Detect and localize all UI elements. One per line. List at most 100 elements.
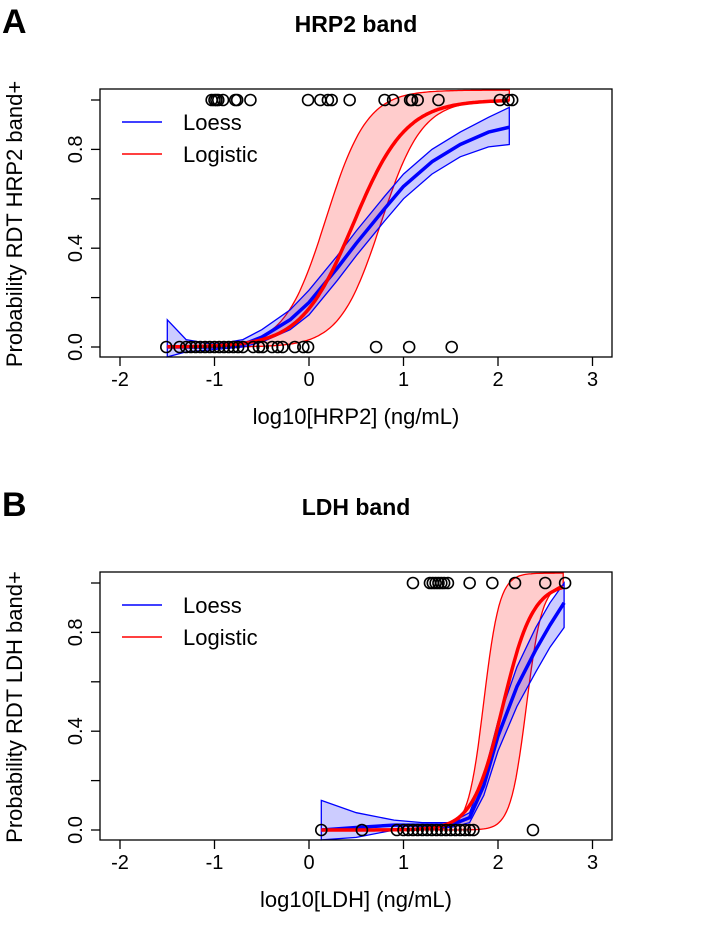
data-point-positive bbox=[244, 93, 257, 107]
y-tick-label: 0.4 bbox=[65, 717, 87, 745]
y-tick-label: 0.4 bbox=[65, 234, 87, 262]
data-point-negative bbox=[314, 823, 328, 837]
data-point-positive bbox=[505, 93, 519, 107]
plot-frame bbox=[99, 571, 613, 841]
panel-b: -2 -1 0 1 2 3 0.0 0.4 0.8 B LDH band log10[LDH] … bbox=[2, 486, 613, 912]
x-tick-label: 1 bbox=[398, 369, 409, 391]
data-point-positive bbox=[437, 576, 451, 590]
data-point-negative bbox=[189, 340, 202, 354]
x-tick-label: -1 bbox=[206, 369, 224, 391]
data-point-negative bbox=[194, 340, 207, 354]
data-point-positive bbox=[405, 93, 419, 107]
data-point-negative bbox=[256, 340, 269, 354]
data-point-negative bbox=[198, 340, 212, 354]
legend-label-logistic: Logistic bbox=[183, 625, 258, 650]
data-point-positive bbox=[386, 93, 400, 107]
data-point-negative bbox=[231, 340, 245, 354]
logistic-line bbox=[321, 585, 564, 832]
y-tick-label: 0.8 bbox=[65, 135, 87, 163]
chart-title: HRP2 band bbox=[295, 11, 418, 37]
data-point-negative bbox=[467, 823, 480, 837]
x-tick-label: 0 bbox=[303, 852, 314, 874]
data-point-negative bbox=[420, 823, 434, 837]
panel-letter: B bbox=[2, 486, 27, 524]
data-point-negative bbox=[276, 340, 289, 354]
x-tick-label: -2 bbox=[111, 852, 129, 874]
data-point-negative bbox=[301, 340, 315, 354]
data-point-negative bbox=[369, 340, 383, 354]
data-point-negative bbox=[439, 823, 453, 837]
data-point-negative bbox=[227, 340, 240, 354]
data-point-positive bbox=[378, 93, 391, 107]
data-point-negative bbox=[212, 340, 226, 354]
data-point-positive bbox=[432, 93, 445, 107]
data-point-negative bbox=[458, 823, 472, 837]
data-point-negative bbox=[184, 340, 198, 354]
logistic-confidence-band bbox=[166, 89, 510, 348]
data-point-negative bbox=[160, 340, 173, 354]
data-point-positive bbox=[558, 576, 572, 590]
data-point-positive bbox=[325, 93, 338, 107]
data-point-positive bbox=[508, 576, 522, 590]
data-point-negative bbox=[463, 823, 476, 837]
x-axis-label: log10[HRP2] (ng/mL) bbox=[253, 404, 460, 429]
x-tick-label: 2 bbox=[492, 369, 503, 391]
data-point-negative bbox=[246, 340, 260, 354]
data-point-positive bbox=[343, 93, 356, 107]
data-point-negative bbox=[402, 340, 416, 354]
y-tick-label: 0.8 bbox=[65, 618, 87, 646]
y-tick-label: 0.0 bbox=[65, 333, 87, 361]
data-point-negative bbox=[526, 823, 540, 837]
panel-a: -2 -1 0 1 2 3 0.0 0.4 0.8 A HRP2 band log10[HRP2… bbox=[2, 3, 613, 429]
data-point-negative bbox=[397, 823, 410, 837]
chart-title: LDH band bbox=[302, 494, 411, 520]
data-point-positive bbox=[301, 93, 315, 107]
data-point-negative bbox=[252, 340, 266, 354]
data-point-negative bbox=[297, 340, 310, 354]
x-tick-label: 3 bbox=[587, 369, 598, 391]
loess-line bbox=[321, 601, 566, 832]
legend-label-loess: Loess bbox=[183, 110, 242, 135]
legend-label-logistic: Logistic bbox=[183, 142, 258, 167]
data-point-negative bbox=[425, 823, 439, 837]
data-point-negative bbox=[445, 340, 458, 354]
data-point-positive bbox=[502, 93, 515, 107]
data-point-positive bbox=[321, 93, 335, 107]
data-point-negative bbox=[430, 823, 443, 837]
data-point-negative bbox=[217, 340, 231, 354]
data-point-negative bbox=[179, 340, 193, 354]
data-point-positive bbox=[230, 93, 244, 107]
panel-letter: A bbox=[2, 3, 27, 41]
data-point-negative bbox=[411, 823, 424, 837]
data-point-positive bbox=[441, 576, 455, 590]
data-point-negative bbox=[222, 340, 235, 354]
data-point-negative bbox=[453, 823, 467, 837]
y-axis-label: Probability RDT LDH band+ bbox=[2, 571, 27, 843]
data-point-negative bbox=[288, 340, 302, 354]
data-point-negative bbox=[208, 340, 221, 354]
data-point-positive bbox=[538, 576, 552, 590]
data-point-negative bbox=[401, 823, 415, 837]
y-axis-label: Probability RDT HRP2 band+ bbox=[2, 81, 27, 367]
data-point-negative bbox=[355, 823, 369, 837]
data-point-positive bbox=[486, 576, 499, 590]
data-point-positive bbox=[463, 576, 476, 590]
plot-area: -2 -1 0 1 2 3 0.0 0.4 0.8 bbox=[65, 571, 613, 874]
plot-frame bbox=[99, 88, 613, 358]
data-point-positive bbox=[406, 576, 420, 590]
data-point-negative bbox=[449, 823, 462, 837]
data-point-negative bbox=[271, 340, 285, 354]
data-point-negative bbox=[444, 823, 458, 837]
data-point-positive bbox=[411, 93, 424, 107]
legend-label-loess: Loess bbox=[183, 593, 242, 618]
data-point-negative bbox=[416, 823, 429, 837]
x-tick-label: -2 bbox=[111, 369, 129, 391]
logistic-confidence-band bbox=[321, 572, 564, 831]
x-tick-label: -1 bbox=[206, 852, 224, 874]
x-tick-label: 1 bbox=[398, 852, 409, 874]
data-point-positive bbox=[493, 93, 507, 107]
x-tick-label: 2 bbox=[492, 852, 503, 874]
x-tick-label: 0 bbox=[303, 369, 314, 391]
x-axis-label: log10[LDH] (ng/mL) bbox=[260, 887, 452, 912]
